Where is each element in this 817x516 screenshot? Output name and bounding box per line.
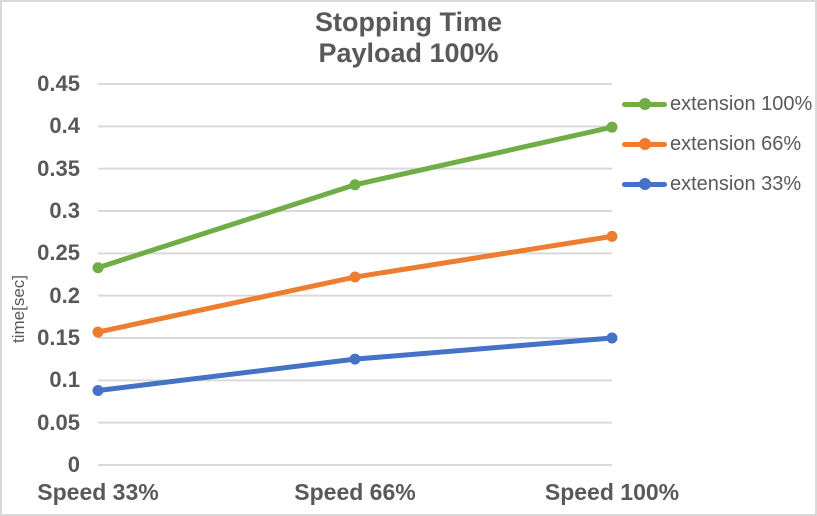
legend-line-marker-icon xyxy=(622,178,667,190)
chart-title-line1: Stopping Time xyxy=(315,7,502,37)
data-point xyxy=(606,230,618,242)
x-axis-label: Speed 66% xyxy=(294,479,416,505)
chart-title-line2: Payload 100% xyxy=(318,38,499,68)
y-tick-label: 0.05 xyxy=(37,409,80,435)
data-point xyxy=(349,353,361,365)
data-point xyxy=(92,384,104,396)
y-tick-label: 0.3 xyxy=(49,198,80,223)
data-point xyxy=(92,262,104,274)
legend-dot xyxy=(638,98,651,110)
legend-dot xyxy=(638,138,651,150)
y-tick-label: 0.4 xyxy=(49,113,80,139)
legend-item: extension 66% xyxy=(622,132,801,156)
legend-label: extension 33% xyxy=(670,172,802,195)
legend-line-marker-icon xyxy=(622,98,667,110)
data-point xyxy=(92,326,104,338)
y-tick-label: 0.1 xyxy=(49,367,80,393)
data-point xyxy=(606,332,618,344)
data-point xyxy=(349,271,361,283)
legend-label: extension 100% xyxy=(670,92,813,115)
x-axis-label: Speed 33% xyxy=(37,479,159,505)
legend-item: extension 100% xyxy=(622,92,812,116)
y-tick-label: 0.2 xyxy=(49,282,80,308)
chart-title: Stopping Time Payload 100% xyxy=(2,7,815,69)
y-tick-label: 0.25 xyxy=(37,240,80,266)
legend-dot xyxy=(638,178,651,190)
series-line-extension-66- xyxy=(95,233,615,335)
x-axis-label: Speed 100% xyxy=(544,479,680,505)
legend-label: extension 66% xyxy=(670,132,802,155)
y-tick-label: 0 xyxy=(67,452,80,477)
y-tick-label: 0.45 xyxy=(37,71,80,96)
y-tick-label: 0.15 xyxy=(37,325,80,350)
data-point xyxy=(606,121,618,133)
data-point xyxy=(349,179,361,191)
y-tick-label: 0.35 xyxy=(37,155,80,181)
legend-line-marker-icon xyxy=(622,138,667,150)
legend-item: extension 33% xyxy=(622,172,801,196)
